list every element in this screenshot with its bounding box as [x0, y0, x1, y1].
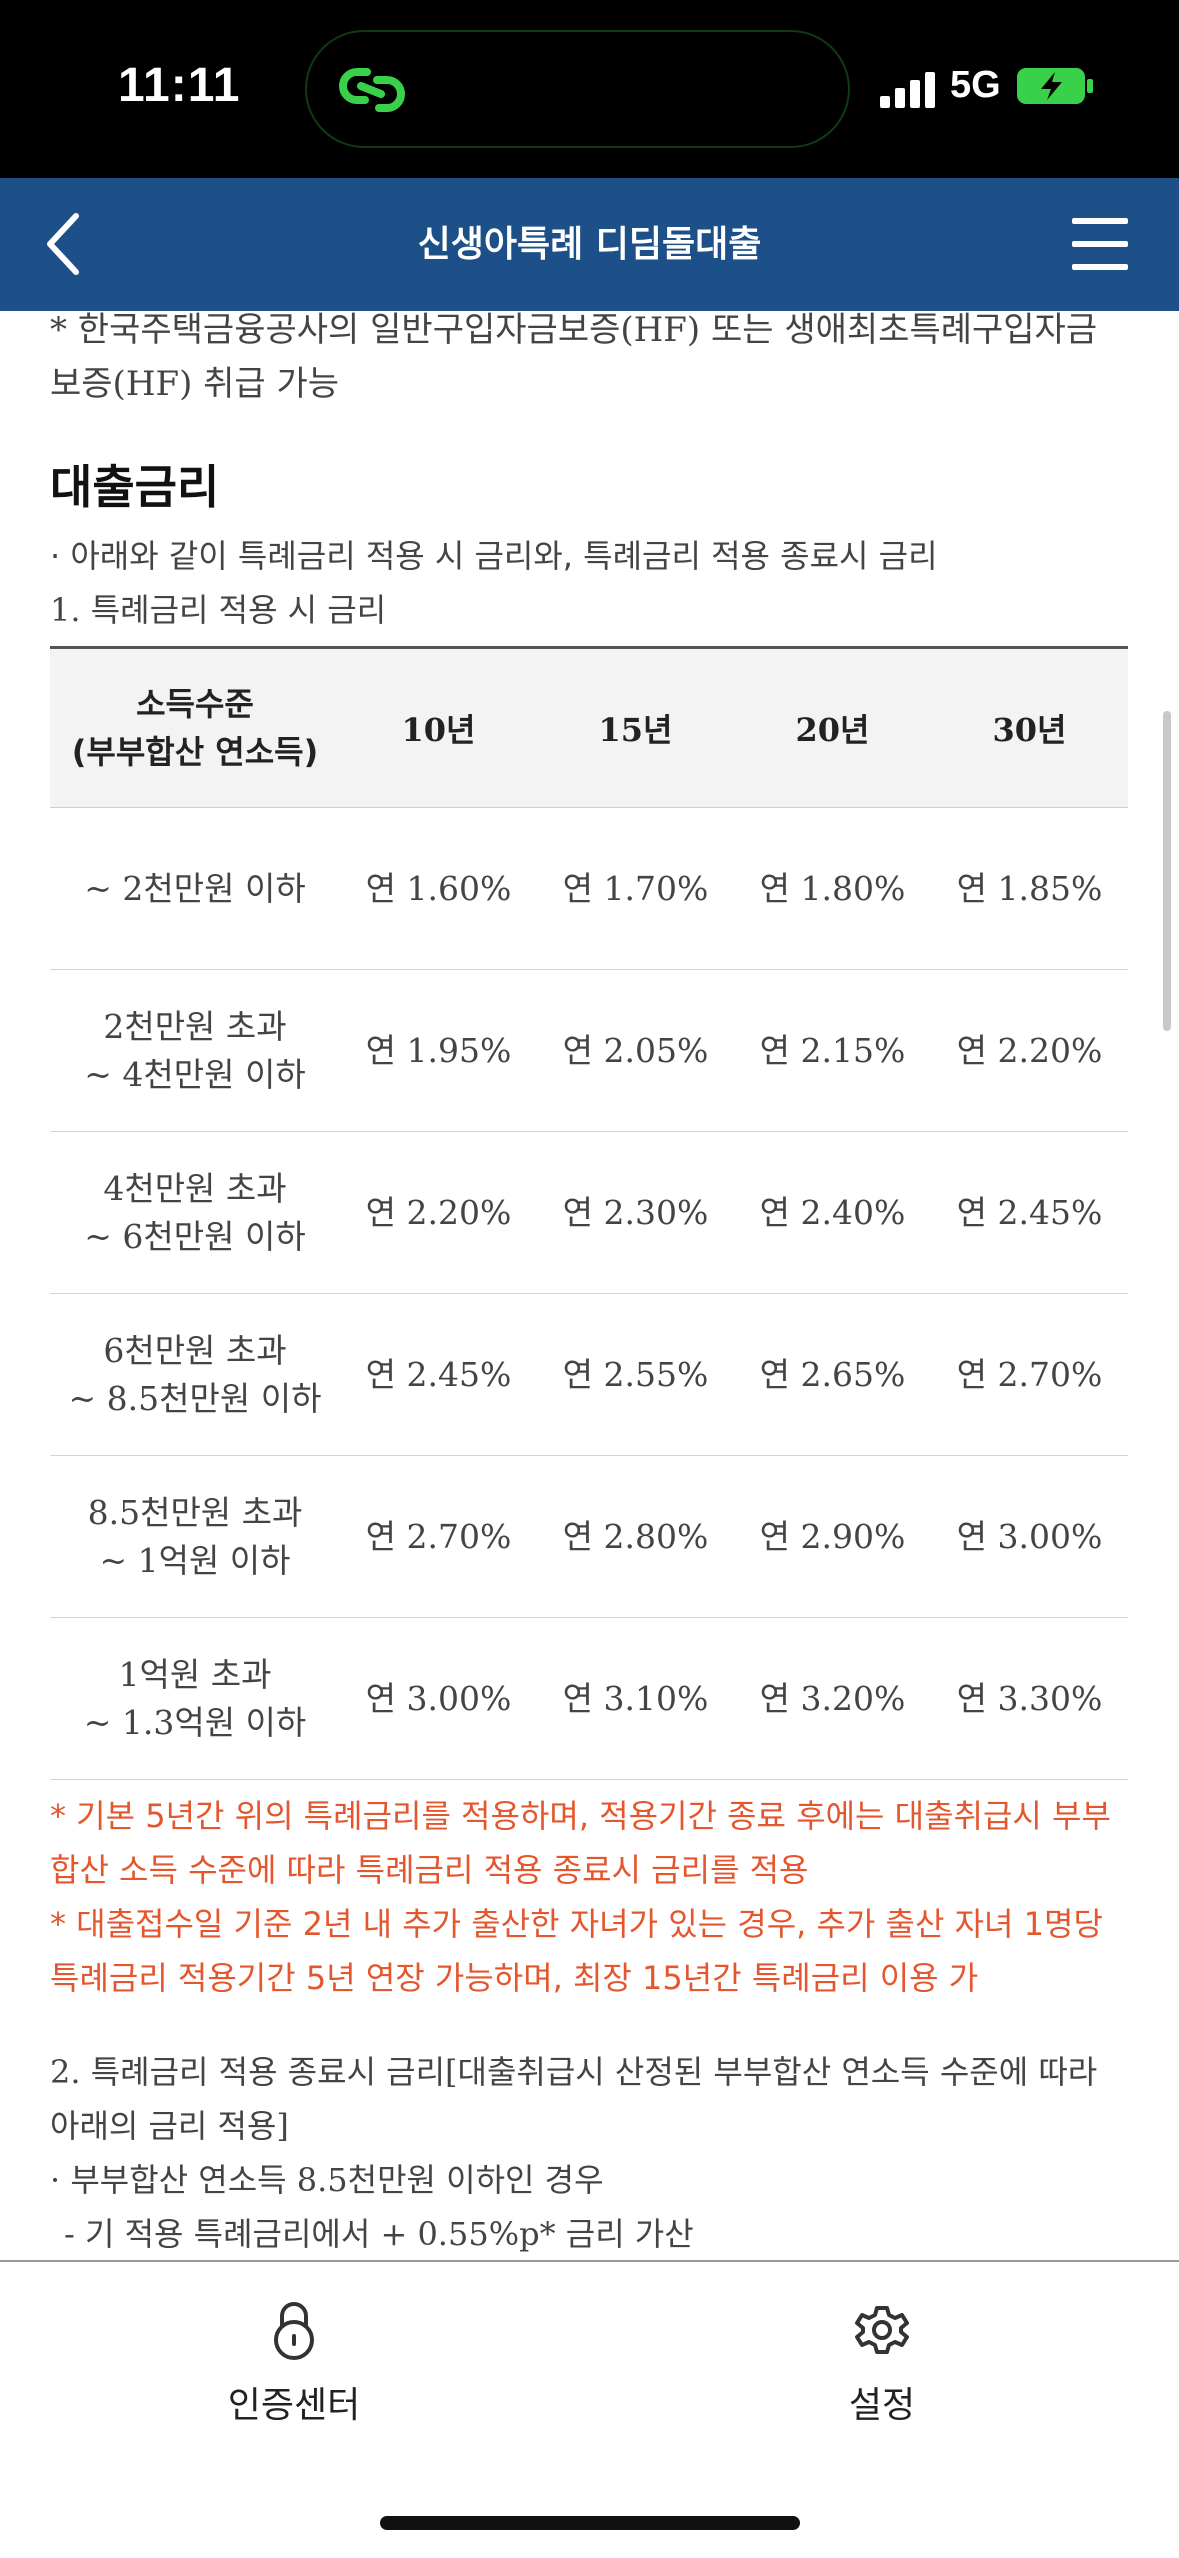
rate-cell: 연 1.70%	[537, 807, 734, 970]
income-cell: 8.5천만원 초과 ~ 1억원 이하	[50, 1455, 340, 1618]
rate-cell: 연 2.65%	[734, 1293, 931, 1456]
rate-cell: 연 2.45%	[931, 1131, 1128, 1294]
rate-cell: 연 1.85%	[931, 807, 1128, 970]
income-cell: 2천만원 초과 ~ 4천만원 이하	[50, 969, 340, 1132]
income-cell: 4천만원 초과 ~ 6천만원 이하	[50, 1131, 340, 1294]
rate-cell: 연 2.80%	[537, 1455, 734, 1618]
intro-note: * 한국주택금융공사의 일반구입자금보증(HF) 또는 생애최초특례구입자금 보…	[50, 311, 1098, 404]
status-time: 11:11	[118, 59, 241, 112]
gear-icon	[855, 2306, 909, 2354]
rate-cell: 연 2.45%	[340, 1293, 537, 1456]
rate-cell: 연 2.20%	[931, 969, 1128, 1132]
page-title: 신생아특례 디딤돌대출	[417, 224, 762, 265]
header-15y: 15년	[537, 646, 734, 808]
nav-settings-label: 설정	[848, 2385, 916, 2426]
network-type: 5G	[950, 64, 1001, 106]
red-note-1: * 기본 5년간 위의 특례금리를 적용하며, 적용기간 종료 후에는 대출취급…	[50, 1797, 1111, 1889]
rate-cell: 연 2.90%	[734, 1455, 931, 1618]
back-chevron-icon[interactable]	[38, 208, 88, 280]
content-area: * 한국주택금융공사의 일반구입자금보증(HF) 또는 생애최초특례구입자금 보…	[0, 311, 1179, 2260]
rate-cell: 연 3.00%	[931, 1455, 1128, 1618]
rate-cell: 연 2.30%	[537, 1131, 734, 1294]
section-title: 대출금리	[50, 460, 220, 514]
rate-cell: 연 2.55%	[537, 1293, 734, 1456]
subheading-1: 1. 특례금리 적용 시 금리	[50, 591, 387, 629]
rate-cell: 연 3.30%	[931, 1617, 1128, 1780]
income-cell: 6천만원 초과 ~ 8.5천만원 이하	[50, 1293, 340, 1456]
nav-auth-center[interactable]: 인증센터	[164, 2298, 424, 2428]
lock-icon	[274, 2302, 314, 2360]
table-header-row: 소득수준 (부부합산 연소득) 10년 15년 20년 30년	[50, 646, 1128, 808]
rate-cell: 연 3.20%	[734, 1617, 931, 1780]
rate-cell: 연 2.40%	[734, 1131, 931, 1294]
rate-cell: 연 3.10%	[537, 1617, 734, 1780]
rate-cell: 연 1.95%	[340, 969, 537, 1132]
home-indicator	[380, 2516, 800, 2530]
rate-cell: 연 1.80%	[734, 807, 931, 970]
income-cell: 1억원 초과 ~ 1.3억원 이하	[50, 1617, 340, 1780]
bottom-nav: 인증센터 설정	[0, 2260, 1179, 2558]
header-30y: 30년	[931, 646, 1128, 808]
header-20y: 20년	[734, 646, 931, 808]
subheading-2: 2. 특례금리 적용 종료시 금리[대출취급시 산정된 부부합산 연소득 수준에…	[50, 2053, 1098, 2145]
rate-cell: 연 3.00%	[340, 1617, 537, 1780]
table-row: 8.5천만원 초과 ~ 1억원 이하 연 2.70% 연 2.80% 연 2.9…	[50, 1455, 1128, 1618]
nav-auth-center-label: 인증센터	[227, 2385, 361, 2426]
link-icon	[339, 68, 405, 112]
rate-cell: 연 2.20%	[340, 1131, 537, 1294]
red-note-2-text: * 대출접수일 기준 2년 내 추가 출산한 자녀가 있는 경우, 추가 출산 …	[50, 1905, 1103, 1997]
rate-table: 소득수준 (부부합산 연소득) 10년 15년 20년 30년 ~ 2천만원 이…	[50, 646, 1128, 1780]
scrollbar[interactable]	[1163, 711, 1171, 1031]
header-income: 소득수준 (부부합산 연소득)	[50, 646, 340, 808]
rate-dash-2: - 기 적용 특례금리에서 + 0.55%p* 금리 가산	[64, 2215, 694, 2253]
income-cell: ~ 2천만원 이하	[50, 807, 340, 970]
status-bar: 11:11 5G	[0, 0, 1179, 178]
table-row: 1억원 초과 ~ 1.3억원 이하 연 3.00% 연 3.10% 연 3.20…	[50, 1617, 1128, 1780]
rate-bullet-1: · 아래와 같이 특례금리 적용 시 금리와, 특례금리 적용 종료시 금리	[50, 537, 938, 575]
table-row: 2천만원 초과 ~ 4천만원 이하 연 1.95% 연 2.05% 연 2.15…	[50, 969, 1128, 1132]
rate-cell: 연 2.05%	[537, 969, 734, 1132]
header-10y: 10년	[340, 646, 537, 808]
hamburger-menu-icon[interactable]	[1072, 218, 1128, 270]
rate-bullet-2: · 부부합산 연소득 8.5천만원 이하인 경우	[50, 2161, 604, 2199]
battery-charging-icon	[1017, 68, 1093, 104]
table-row: ~ 2천만원 이하 연 1.60% 연 1.70% 연 1.80% 연 1.85…	[50, 807, 1128, 970]
signal-icon	[880, 70, 938, 108]
app-header: 신생아특례 디딤돌대출	[0, 178, 1179, 311]
table-row: 4천만원 초과 ~ 6천만원 이하 연 2.20% 연 2.30% 연 2.40…	[50, 1131, 1128, 1294]
rate-cell: 연 1.60%	[340, 807, 537, 970]
dynamic-island	[305, 30, 850, 148]
rate-cell: 연 2.15%	[734, 969, 931, 1132]
rate-cell: 연 2.70%	[340, 1455, 537, 1618]
nav-settings[interactable]: 설정	[752, 2298, 1012, 2428]
red-note-2: * 대출접수일 기준 2년 내 추가 출산한 자녀가 있는 경우, 추가 출산 …	[50, 1897, 1130, 2005]
rate-cell: 연 2.70%	[931, 1293, 1128, 1456]
table-row: 6천만원 초과 ~ 8.5천만원 이하 연 2.45% 연 2.55% 연 2.…	[50, 1293, 1128, 1456]
